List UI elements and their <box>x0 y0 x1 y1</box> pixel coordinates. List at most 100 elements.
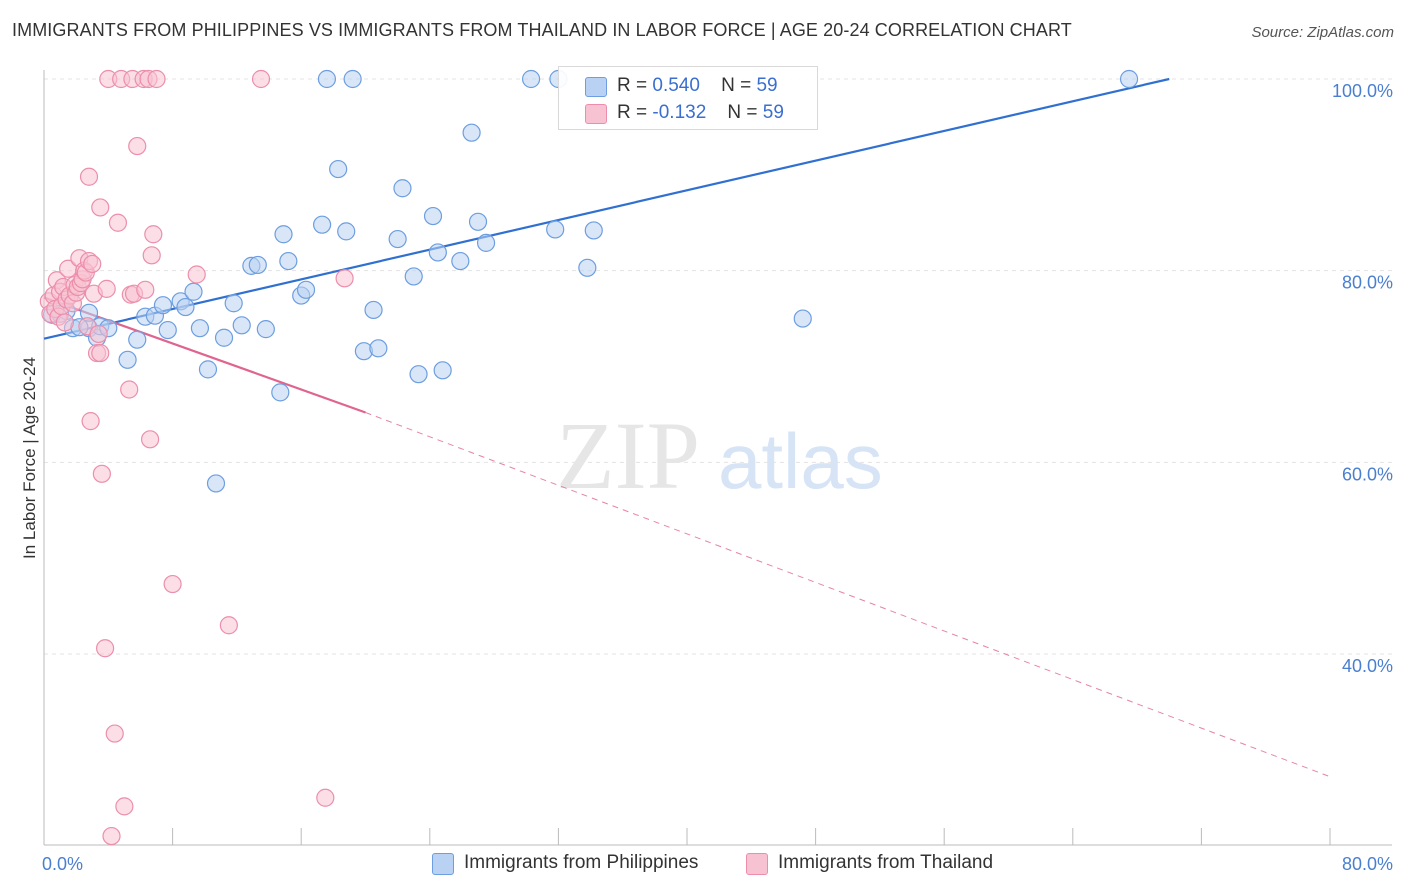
y-tick-label: 40.0% <box>1342 656 1393 676</box>
series-label-philippines: Immigrants from Philippines <box>464 852 699 873</box>
point-philippines <box>198 360 218 379</box>
data-points <box>39 69 1139 846</box>
point-philippines <box>468 212 488 231</box>
point-thailand <box>91 198 110 217</box>
point-thailand <box>81 412 100 431</box>
point-philippines <box>274 225 293 244</box>
point-philippines <box>476 233 496 252</box>
y-tick-label: 100.0% <box>1332 81 1393 101</box>
point-thailand <box>83 254 102 274</box>
point-thailand <box>95 639 115 658</box>
trend-extension-thailand <box>365 412 1331 778</box>
point-philippines <box>329 159 348 179</box>
series-label-thailand: Immigrants from Thailand <box>778 852 994 873</box>
point-thailand <box>120 380 139 399</box>
point-philippines <box>793 309 812 328</box>
point-thailand <box>140 430 160 449</box>
point-philippines <box>256 320 275 339</box>
point-philippines <box>232 316 251 335</box>
point-philippines <box>317 69 337 89</box>
point-philippines <box>224 294 243 313</box>
point-thailand <box>97 279 116 298</box>
point-philippines <box>214 328 234 347</box>
series-swatch-blue <box>432 853 454 875</box>
point-philippines <box>271 383 290 402</box>
point-thailand <box>144 225 163 244</box>
point-philippines <box>118 350 137 369</box>
point-philippines <box>343 69 362 89</box>
point-philippines <box>546 220 565 239</box>
axes <box>43 70 1392 846</box>
legend-r-label: R = <box>617 75 648 96</box>
trend-line-thailand <box>43 296 366 414</box>
point-philippines <box>312 215 332 234</box>
point-thailand <box>219 616 238 635</box>
source-label: Source: ZipAtlas.com <box>1251 24 1394 41</box>
chart-title: IMMIGRANTS FROM PHILIPPINES VS IMMIGRANT… <box>12 20 1072 40</box>
point-thailand <box>79 167 99 186</box>
point-philippines <box>206 474 226 493</box>
legend-n-value: 59 <box>762 102 784 123</box>
point-philippines <box>128 330 147 349</box>
point-thailand <box>316 788 335 807</box>
point-philippines <box>1119 69 1139 89</box>
legend-r-value: -0.132 <box>652 102 707 123</box>
y-tick-label: 80.0% <box>1342 273 1393 293</box>
x-tick-label: 80.0% <box>1342 854 1393 874</box>
y-axis-title: In Labor Force | Age 20-24 <box>20 357 39 559</box>
point-thailand <box>91 343 110 363</box>
point-philippines <box>158 320 177 340</box>
point-philippines <box>296 280 316 299</box>
point-thailand <box>251 69 271 89</box>
point-thailand <box>102 826 121 846</box>
point-thailand <box>335 269 354 288</box>
legend-n-value: 59 <box>756 75 778 96</box>
point-philippines <box>423 206 443 226</box>
point-philippines <box>190 319 210 338</box>
watermark-zip: ZIP <box>556 402 700 509</box>
point-philippines <box>388 229 407 249</box>
point-thailand <box>55 313 74 332</box>
watermark-atlas: atlas <box>718 417 883 505</box>
legend-swatch-pink <box>585 104 607 124</box>
legend-swatch-blue <box>585 77 607 97</box>
point-philippines <box>428 243 447 262</box>
point-thailand <box>115 797 134 816</box>
point-philippines <box>462 123 481 142</box>
x-tick-label: 0.0% <box>42 854 83 874</box>
point-philippines <box>521 69 541 89</box>
point-thailand <box>163 574 182 594</box>
legend-n-label: N = <box>727 102 758 123</box>
point-philippines <box>279 251 298 271</box>
point-philippines <box>176 297 195 317</box>
legend-r-value: 0.540 <box>652 75 700 96</box>
legend-r-label: R = <box>617 102 648 123</box>
point-thailand <box>128 136 147 156</box>
point-philippines <box>248 255 267 275</box>
point-thailand <box>142 246 161 265</box>
correlation-legend: R = 0.540 N = 59 R = -0.132 N = 59 <box>558 66 818 130</box>
point-philippines <box>578 258 597 277</box>
point-philippines <box>393 179 412 198</box>
point-philippines <box>337 222 356 241</box>
point-philippines <box>184 282 203 301</box>
point-thailand <box>105 724 124 743</box>
y-tick-label: 60.0% <box>1342 464 1393 484</box>
point-thailand <box>89 324 108 344</box>
point-thailand <box>108 213 128 232</box>
point-philippines <box>584 221 603 240</box>
point-philippines <box>409 365 428 384</box>
point-philippines <box>451 251 470 271</box>
watermark: ZIP atlas <box>556 402 883 509</box>
grid <box>44 78 1392 655</box>
point-philippines <box>404 267 423 286</box>
point-philippines <box>369 339 388 358</box>
legend-n-label: N = <box>721 75 752 96</box>
point-thailand <box>187 265 206 284</box>
point-thailand <box>147 69 166 89</box>
point-philippines <box>153 296 173 315</box>
point-thailand <box>92 464 111 483</box>
point-philippines <box>364 300 383 320</box>
tick-labels: 100.0% 80.0% 60.0% 40.0% 0.0% 80.0% <box>42 81 1393 874</box>
